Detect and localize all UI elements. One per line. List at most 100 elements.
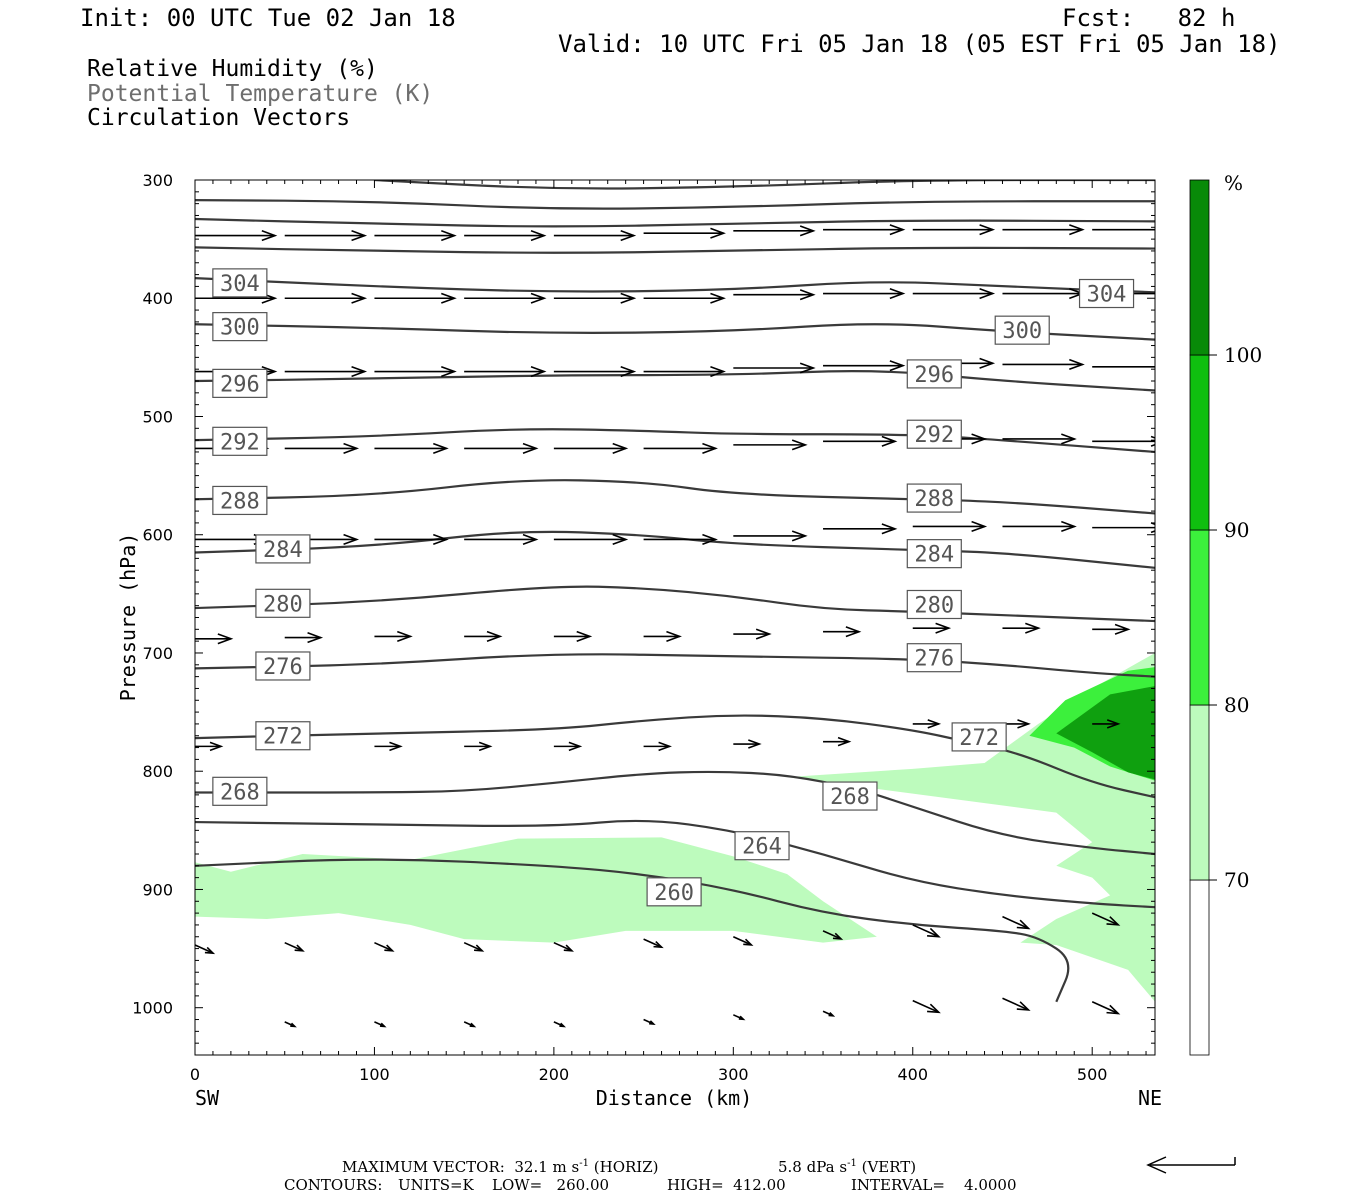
- wind-vector: [374, 630, 413, 642]
- wind-vector: [1002, 287, 1085, 300]
- contour-label: 284: [255, 534, 311, 564]
- rh-shading-layer: [195, 652, 1155, 1002]
- y-tick-label: 900: [142, 880, 173, 899]
- x-tick-label: 0: [190, 1065, 200, 1084]
- contour-label-text: 276: [914, 647, 954, 672]
- wind-vector: [553, 230, 637, 242]
- wind-vector: [1092, 366, 1155, 368]
- contour-label-text: 288: [914, 487, 954, 512]
- contour-label-text: 272: [959, 726, 999, 751]
- legend-circulation-vectors: Circulation Vectors: [87, 105, 351, 131]
- x-tick-label: 300: [718, 1065, 749, 1084]
- footer-contours-label: CONTOURS:: [284, 1176, 383, 1194]
- theta-contour-276: [195, 653, 1155, 678]
- footer-contour-units: UNITS=K: [398, 1176, 474, 1194]
- contour-label: 284: [906, 539, 962, 569]
- footer-vertical-line: 5.8 dPa s-1 (VERT): [778, 1159, 916, 1175]
- wind-vector: [1002, 719, 1031, 729]
- theta-contour-280: [195, 585, 1155, 623]
- contour-label: 296: [212, 368, 268, 398]
- x-axis-title: Distance (km): [596, 1086, 753, 1110]
- wind-vector: [463, 941, 485, 952]
- colorbar-level-label: 70: [1224, 868, 1249, 892]
- x-tick-label: 200: [539, 1065, 570, 1084]
- contour-label: 296: [906, 359, 962, 389]
- footer-vertical-max: 5.8 dPa s: [778, 1158, 848, 1176]
- footer-contour-high: HIGH= 412.00: [667, 1176, 786, 1194]
- y-axis-title: Pressure (hPa): [116, 533, 140, 702]
- contour-label-text: 276: [263, 655, 303, 680]
- wind-vector: [284, 292, 368, 304]
- wind-vector: [1002, 358, 1085, 371]
- wind-vector: [1092, 719, 1121, 729]
- wind-vector: [553, 741, 583, 752]
- wind-vector: [733, 739, 762, 749]
- contour-label-text: 268: [220, 780, 260, 805]
- x-axis-right-endpoint: NE: [1138, 1086, 1162, 1110]
- footer-max-vector-line: MAXIMUM VECTOR: 32.1 m s-1 (HORIZ): [342, 1159, 659, 1175]
- contour-label: 288: [212, 485, 268, 516]
- wind-vector: [464, 533, 539, 546]
- wind-vector: [643, 630, 682, 642]
- wind-vector: [912, 224, 996, 236]
- contour-label-text: 272: [263, 725, 303, 750]
- x-tick-label: 500: [1077, 1065, 1108, 1084]
- wind-vector: [823, 360, 906, 372]
- wind-vector: [912, 999, 941, 1014]
- contour-label-text: 300: [220, 316, 260, 341]
- wind-vector: [284, 230, 368, 242]
- contour-label: 304: [212, 268, 268, 298]
- contour-label: 264: [734, 831, 790, 861]
- contour-label-text: 296: [220, 372, 260, 397]
- wind-vector: [284, 1021, 297, 1028]
- wind-vector: [553, 630, 593, 642]
- wind-vector: [195, 944, 216, 955]
- wind-vector: [284, 941, 305, 952]
- wind-vector: [733, 289, 816, 301]
- theta-contour-260: [195, 858, 1070, 1003]
- wind-vector: [195, 741, 224, 752]
- contour-label: 272: [951, 722, 1007, 752]
- wind-vector: [732, 1014, 746, 1021]
- contour-label-text: 264: [742, 835, 782, 860]
- wind-vector: [823, 523, 898, 535]
- wind-vector: [553, 533, 629, 546]
- contour-label-text: 300: [1002, 319, 1042, 344]
- wind-vector: [643, 366, 726, 378]
- wind-vector: [643, 938, 664, 949]
- contour-label-text: 288: [220, 489, 260, 514]
- axis-layer: 0 100 200 300 400 500 300 400 500 600 700 800 900 100…: [132, 171, 1155, 1084]
- contour-label-text: 280: [263, 592, 303, 617]
- wind-vector: [733, 225, 816, 237]
- wind-vector: [1092, 522, 1155, 534]
- wind-vector: [464, 741, 493, 752]
- contour-label: 300: [994, 315, 1050, 345]
- theta-contour-316: [195, 199, 1155, 210]
- footer-horizontal-max: 32.1 m s: [514, 1158, 580, 1176]
- wind-vector: [464, 230, 547, 242]
- contour-label-text: 296: [914, 363, 954, 388]
- footer-vertical-tag: (VERT): [861, 1158, 917, 1176]
- contour-label-text: 284: [263, 538, 303, 563]
- wind-vector: [733, 628, 772, 640]
- wind-vector: [463, 1021, 477, 1028]
- wind-vector: [733, 362, 816, 374]
- colorbar-segment: [1189, 879, 1210, 1056]
- wind-vector: [912, 719, 942, 729]
- wind-vector: [822, 930, 844, 940]
- theta-contour-288: [195, 479, 1155, 515]
- contour-label: 304: [1078, 278, 1135, 309]
- contour-label-text: 304: [1087, 283, 1127, 308]
- contour-label: 272: [255, 721, 311, 751]
- contour-label: 280: [255, 588, 311, 618]
- theta-contour-320: [374, 180, 1155, 190]
- theta-contour-296: [195, 370, 1155, 392]
- wind-vector: [823, 435, 898, 447]
- y-tick-label: 700: [142, 644, 173, 663]
- wind-vector: [912, 622, 952, 634]
- wind-vector: [823, 224, 906, 236]
- wind-vector: [374, 442, 449, 454]
- x-axis-left-endpoint: SW: [195, 1086, 220, 1110]
- legend-potential-temperature: Potential Temperature (K): [87, 81, 434, 107]
- wind-vector: [374, 741, 403, 752]
